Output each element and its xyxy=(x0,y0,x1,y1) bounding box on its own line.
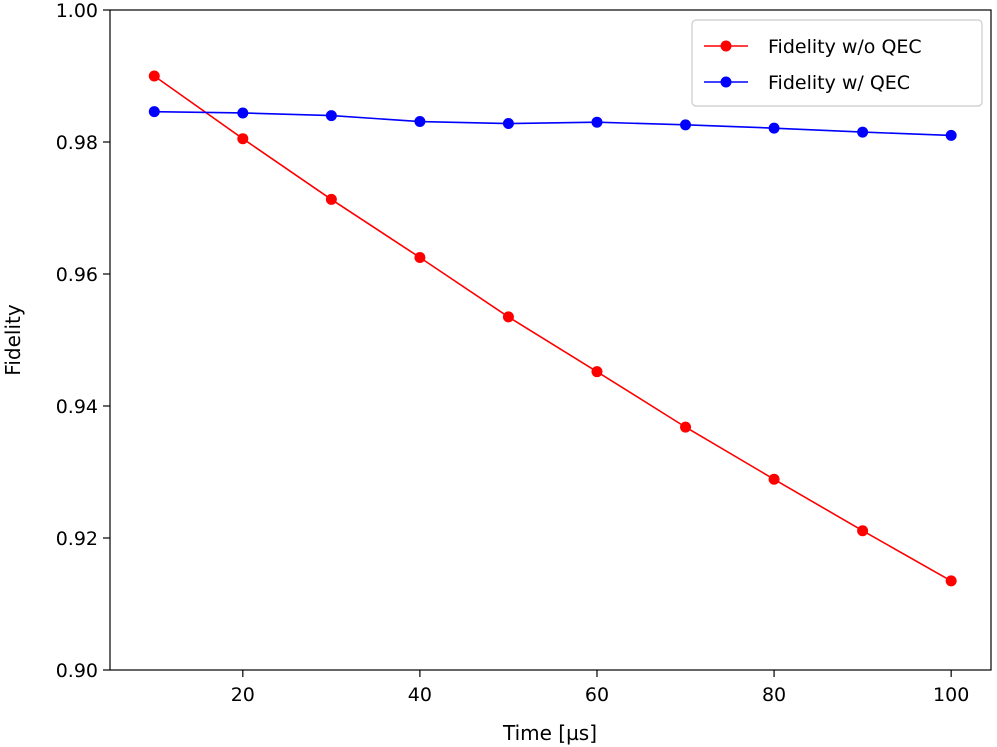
series-2-point xyxy=(237,107,249,119)
series-2-point xyxy=(945,129,957,141)
x-tick-label: 60 xyxy=(585,684,609,706)
series-2-point xyxy=(325,110,337,122)
legend-label-1: Fidelity w/o QEC xyxy=(768,36,922,58)
x-tick-label: 100 xyxy=(933,684,969,706)
y-tick-label: 1.00 xyxy=(56,0,98,22)
series-1-point xyxy=(148,70,160,82)
x-axis-label: Time [µs] xyxy=(502,721,597,745)
series-2-point xyxy=(680,119,692,131)
series-1-point xyxy=(325,193,337,205)
series-line-2 xyxy=(154,110,952,137)
y-tick-label: 0.96 xyxy=(56,264,98,286)
x-tick-label: 80 xyxy=(762,684,786,706)
series-2-point xyxy=(768,122,780,134)
series-layer xyxy=(148,70,957,587)
legend: Fidelity w/o QEC Fidelity w/ QEC xyxy=(691,19,983,107)
series-2-point xyxy=(148,106,160,118)
legend-marker-2 xyxy=(720,76,732,88)
series-1-point xyxy=(857,525,869,537)
plot-area xyxy=(110,10,991,670)
series-1-point xyxy=(237,133,249,145)
legend-label-2: Fidelity w/ QEC xyxy=(768,72,910,94)
legend-box xyxy=(691,19,983,107)
series-1-point xyxy=(680,421,692,433)
series-line-1 xyxy=(153,75,952,582)
series-2-point xyxy=(857,126,869,138)
y-tick-label: 0.94 xyxy=(56,396,98,418)
plot-frame xyxy=(109,9,992,671)
legend-items: Fidelity w/o QEC Fidelity w/ QEC xyxy=(704,36,922,94)
series-1-point xyxy=(591,366,603,378)
series-1-point xyxy=(502,311,514,323)
series-2-point xyxy=(502,118,514,130)
series-1-point xyxy=(414,252,426,263)
y-tick-label: 0.90 xyxy=(56,660,98,682)
series-1-point xyxy=(768,473,780,485)
y-axis-ticks: 0.90 0.92 0.94 0.96 0.98 1.00 xyxy=(56,0,110,682)
x-tick-label: 40 xyxy=(408,684,432,706)
x-axis-ticks: 20 40 60 80 100 xyxy=(231,670,969,706)
series-2-point xyxy=(591,116,603,128)
y-axis-label: Fidelity xyxy=(1,304,25,376)
series-1-point xyxy=(945,575,957,587)
y-tick-label: 0.92 xyxy=(56,528,98,550)
series-2-point xyxy=(414,116,426,128)
x-tick-label: 20 xyxy=(231,684,255,706)
legend-marker-1 xyxy=(720,40,732,52)
y-tick-label: 0.98 xyxy=(56,132,98,154)
